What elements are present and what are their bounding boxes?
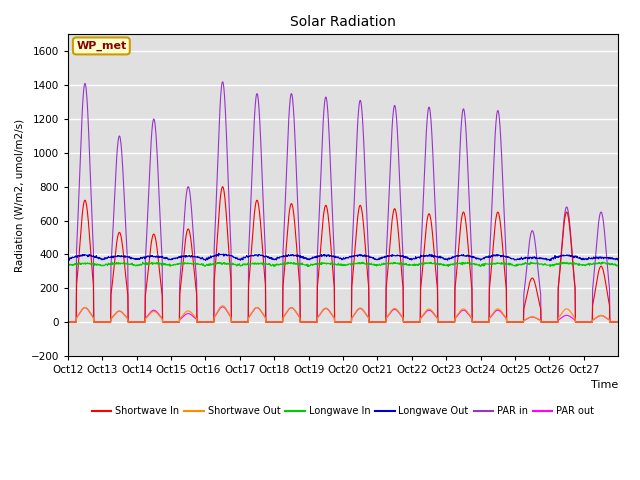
Longwave In [554, 261, 561, 267]
Line: Longwave Out: Longwave Out [68, 253, 618, 261]
Longwave Out [608, 256, 616, 262]
Longwave Out [473, 256, 481, 262]
PAR in [607, 319, 615, 325]
Shortwave In [554, 319, 561, 325]
Shortwave In [319, 223, 326, 229]
Longwave In [608, 261, 616, 267]
Longwave Out [64, 256, 72, 262]
PAR in [319, 134, 326, 140]
PAR out [614, 319, 622, 325]
Shortwave In [219, 184, 227, 190]
Shortwave In [473, 319, 481, 325]
PAR in [64, 319, 72, 325]
Shortwave Out [219, 303, 227, 309]
Title: Solar Radiation: Solar Radiation [290, 15, 396, 29]
Line: Shortwave In: Shortwave In [68, 187, 618, 322]
Legend: Shortwave In, Shortwave Out, Longwave In, Longwave Out, PAR in, PAR out: Shortwave In, Shortwave Out, Longwave In… [88, 403, 598, 420]
PAR in [554, 319, 561, 325]
Shortwave In [64, 319, 72, 325]
Line: PAR in: PAR in [68, 82, 618, 322]
PAR out [219, 304, 227, 310]
Shortwave In [607, 319, 615, 325]
Text: WP_met: WP_met [76, 41, 127, 51]
Longwave Out [614, 256, 622, 262]
PAR out [150, 307, 158, 313]
Longwave In [328, 260, 336, 266]
Y-axis label: Radiation (W/m2, umol/m2/s): Radiation (W/m2, umol/m2/s) [15, 119, 25, 272]
PAR out [319, 308, 326, 314]
PAR out [607, 319, 615, 325]
Shortwave In [150, 231, 158, 237]
Longwave In [150, 261, 158, 266]
PAR out [329, 313, 337, 319]
Longwave In [473, 262, 481, 268]
Longwave Out [554, 254, 562, 260]
Shortwave Out [473, 319, 481, 325]
Line: PAR out: PAR out [68, 307, 618, 322]
Longwave In [614, 264, 622, 269]
Longwave In [598, 259, 606, 265]
Shortwave Out [64, 319, 72, 325]
PAR out [554, 319, 561, 325]
Shortwave Out [319, 308, 326, 313]
PAR in [614, 319, 622, 325]
Line: Longwave In: Longwave In [68, 262, 618, 266]
PAR out [473, 319, 481, 325]
Shortwave Out [329, 313, 337, 319]
PAR in [473, 319, 481, 325]
Line: Shortwave Out: Shortwave Out [68, 306, 618, 322]
PAR out [64, 319, 72, 325]
Longwave In [547, 264, 554, 269]
Longwave In [318, 260, 326, 265]
Shortwave Out [607, 319, 615, 325]
Shortwave In [329, 268, 337, 274]
X-axis label: Time: Time [591, 381, 618, 391]
Shortwave Out [554, 319, 561, 325]
Longwave In [64, 262, 72, 268]
Longwave Out [329, 254, 337, 260]
PAR in [150, 116, 158, 122]
Shortwave Out [614, 319, 622, 325]
PAR in [219, 79, 227, 85]
Longwave Out [150, 254, 158, 260]
Longwave Out [215, 251, 223, 256]
Shortwave In [614, 319, 622, 325]
PAR in [329, 220, 337, 226]
Longwave Out [546, 258, 554, 264]
Shortwave Out [150, 309, 158, 314]
Longwave Out [319, 253, 326, 259]
